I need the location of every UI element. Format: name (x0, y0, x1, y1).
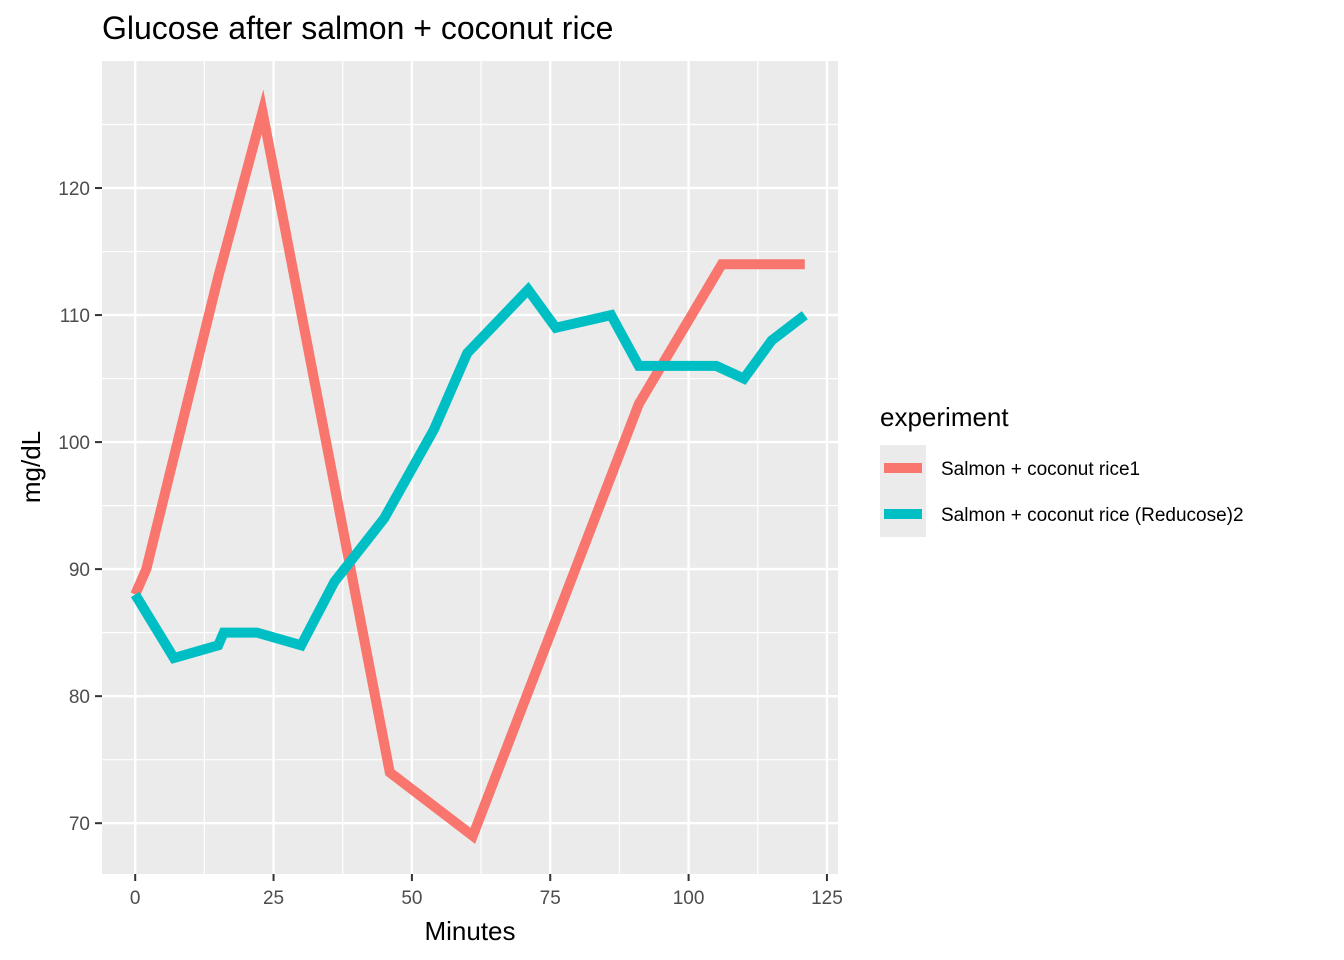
legend-entry-label: Salmon + coconut rice (Reducose)2 (941, 505, 1244, 526)
y-axis-title: mg/dL (16, 431, 46, 503)
legend: experiment Salmon + coconut rice1 Salmon … (880, 402, 1244, 537)
y-tick-label: 90 (69, 560, 90, 581)
chart-title: Glucose after salmon + coconut rice (102, 10, 613, 46)
y-tick-label: 110 (60, 306, 90, 327)
x-tick-label: 25 (263, 888, 284, 909)
axis-layer: 0 25 50 75 100 125 70 80 90 100 110 120 (58, 179, 842, 909)
series-layer (130, 89, 808, 844)
x-tick-label: 75 (540, 888, 561, 909)
series-line-2 (130, 281, 808, 664)
legend-entry-label: Salmon + coconut rice1 (941, 459, 1140, 480)
legend-title: experiment (880, 402, 1009, 432)
y-tick-label: 80 (69, 687, 90, 708)
x-tick-label: 100 (673, 888, 705, 909)
x-tick-label: 50 (401, 888, 422, 909)
series-line-1 (130, 89, 805, 844)
y-tick-label: 70 (69, 814, 90, 835)
y-tick-label: 120 (58, 179, 90, 200)
x-tick-label: 125 (811, 888, 843, 909)
x-tick-label: 0 (130, 888, 141, 909)
y-tick-label: 100 (58, 433, 90, 454)
plot-panel (102, 61, 838, 874)
x-axis-title: Minutes (424, 916, 515, 946)
